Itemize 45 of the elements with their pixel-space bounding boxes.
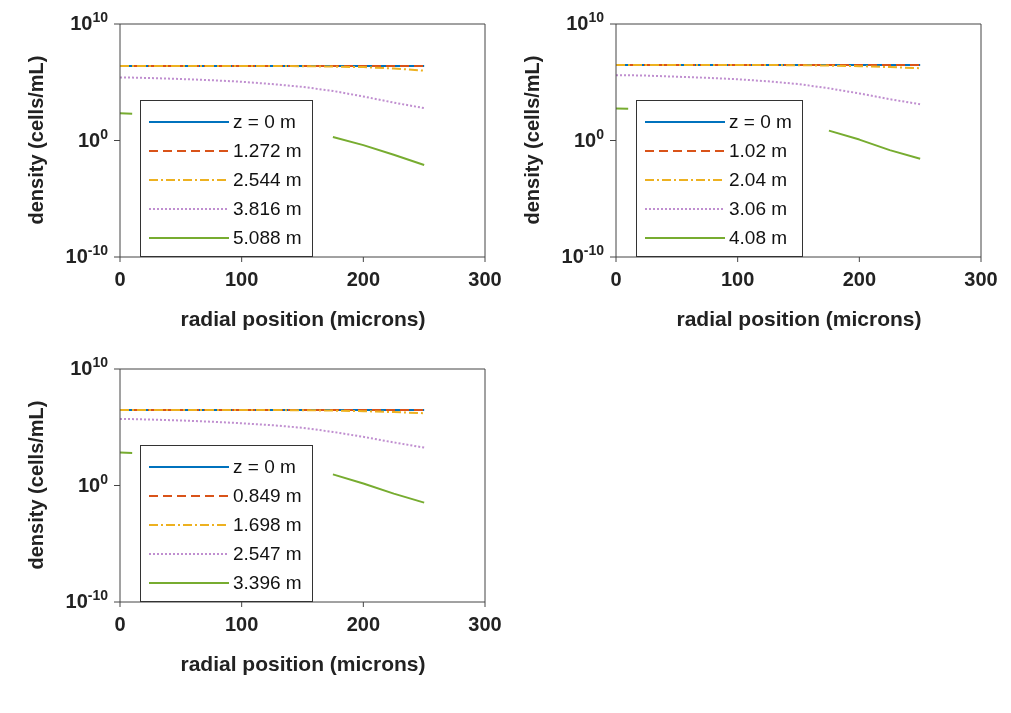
x-tick-label: 200 <box>346 613 381 635</box>
y-axis-title: density (cells/mL) <box>520 55 544 225</box>
y-tick-label: 10$^{0}$ <box>77 470 109 496</box>
legend-label: 4.08 m <box>729 226 788 249</box>
x-tick-label: 300 <box>468 268 502 290</box>
y-tick-label: 10$^{-10}$ <box>65 242 109 267</box>
legend-label: 3.06 m <box>729 197 788 220</box>
legend-label: 3.816 m <box>233 197 302 220</box>
line-series <box>616 74 922 106</box>
x-axis-title: radial position (microns) <box>675 307 923 331</box>
y-axis-title: density (cells/mL) <box>24 55 48 225</box>
x-tick-label: 0 <box>114 268 126 290</box>
x-tick-label: 100 <box>224 613 259 635</box>
y-tick-label: 10$^{0}$ <box>573 125 605 151</box>
legend-label: z = 0 m <box>233 455 296 478</box>
y-axis-title: density (cells/mL) <box>24 400 48 570</box>
x-axis-title: radial position (microns) <box>179 652 427 676</box>
x-axis-title: radial position (microns) <box>179 307 427 331</box>
x-tick-label: 200 <box>842 268 877 290</box>
legend-label: z = 0 m <box>233 110 296 133</box>
line-series <box>120 418 426 449</box>
y-tick-label: 10$^{0}$ <box>77 125 109 151</box>
legend-label: 5.088 m <box>233 226 302 249</box>
y-tick-label: 10$^{10}$ <box>70 354 109 379</box>
x-tick-label: 0 <box>610 268 622 290</box>
legend-label: 3.396 m <box>233 571 302 594</box>
x-tick-label: 200 <box>346 268 381 290</box>
x-tick-label: 0 <box>114 613 126 635</box>
legend-label: 2.544 m <box>233 168 302 191</box>
x-tick-label: 100 <box>224 268 259 290</box>
legend-label: 2.547 m <box>233 542 302 565</box>
legend-label: 1.02 m <box>729 139 788 162</box>
y-tick-label: 10$^{10}$ <box>566 9 605 34</box>
legend-label: 0.849 m <box>233 484 302 507</box>
x-tick-label: 300 <box>964 268 998 290</box>
legend-label: 1.698 m <box>233 513 302 536</box>
legend-label: 1.272 m <box>233 139 302 162</box>
y-tick-label: 10$^{10}$ <box>70 9 109 34</box>
legend-label: z = 0 m <box>729 110 792 133</box>
x-tick-label: 300 <box>468 613 502 635</box>
y-tick-label: 10$^{-10}$ <box>561 242 605 267</box>
y-tick-label: 10$^{-10}$ <box>65 587 109 612</box>
x-tick-label: 100 <box>720 268 755 290</box>
line-series <box>120 76 426 110</box>
legend-label: 2.04 m <box>729 168 788 191</box>
